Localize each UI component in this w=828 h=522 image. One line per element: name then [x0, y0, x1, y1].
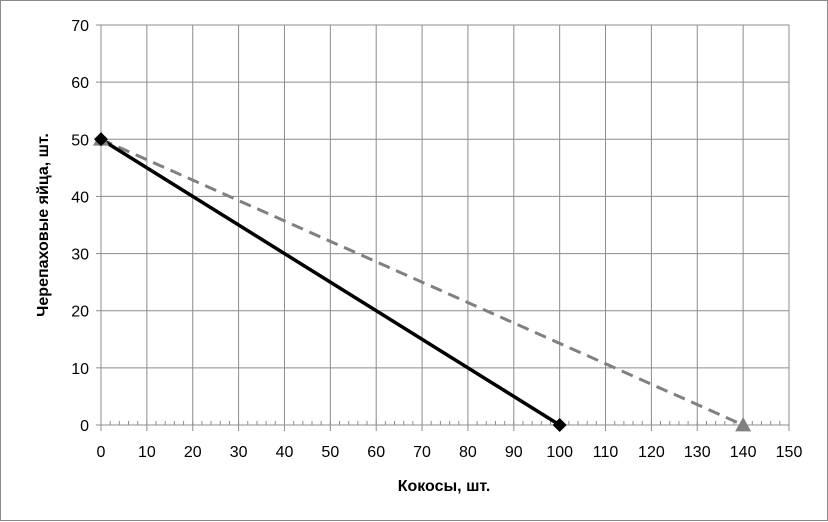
series-lines	[100, 137, 744, 427]
x-tick-label: 80	[459, 444, 477, 461]
data-point-triangle	[735, 417, 752, 432]
y-axis-title: Черепаховые яйца, шт.	[35, 133, 52, 317]
x-tick-label: 130	[684, 444, 711, 461]
y-tick-label: 30	[71, 247, 89, 264]
x-tick-label: 40	[276, 444, 294, 461]
x-tick-label: 70	[413, 444, 431, 461]
y-tick-label: 60	[71, 75, 89, 92]
series-markers	[93, 131, 752, 432]
data-point-diamond	[552, 418, 567, 432]
x-tick-label: 150	[776, 444, 803, 461]
x-tick-label: 50	[321, 444, 339, 461]
x-tick-label: 120	[638, 444, 665, 461]
y-tick-label: 40	[71, 189, 89, 206]
y-tick-label: 20	[71, 304, 89, 321]
data-point-diamond	[94, 132, 108, 147]
x-tick-label: 0	[97, 444, 106, 461]
x-tick-label: 140	[730, 444, 757, 461]
y-tick-label: 10	[71, 361, 89, 378]
x-tick-label: 90	[505, 444, 523, 461]
x-tick-label: 100	[546, 444, 573, 461]
grid	[100, 24, 790, 426]
y-tick-label: 70	[71, 18, 89, 35]
x-tick-label: 10	[138, 444, 156, 461]
x-tick-label: 110	[593, 444, 619, 461]
axes	[96, 24, 790, 431]
y-tick-label: 0	[80, 418, 89, 435]
series-line-dashed	[100, 137, 744, 427]
x-axis-title: Кокосы, шт.	[398, 478, 491, 495]
y-tick-label: 50	[71, 132, 89, 149]
x-tick-label: 60	[367, 444, 385, 461]
series-line-solid	[100, 137, 561, 427]
tick-labels: 0 10 20 30 40 50 60 70 80 90 100 110 120 130 140 150 0 10…	[71, 18, 802, 461]
x-tick-label: 20	[184, 444, 202, 461]
x-tick-label: 30	[230, 444, 248, 461]
